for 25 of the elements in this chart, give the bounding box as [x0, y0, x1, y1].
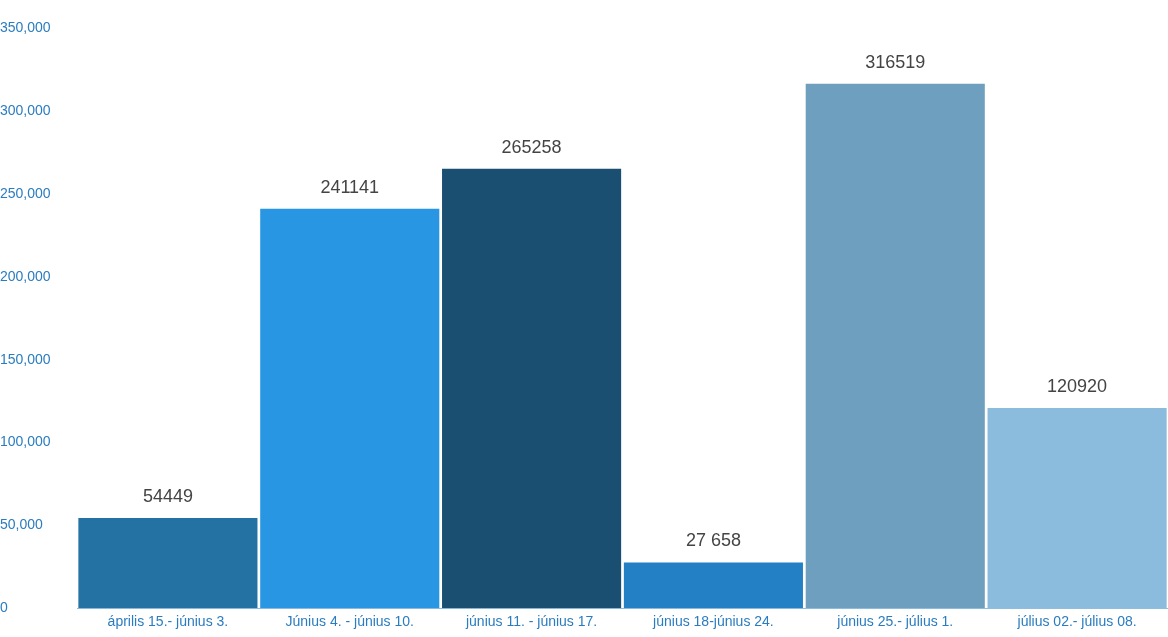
- data-label: 120920: [1047, 375, 1108, 396]
- y-tick-label: 0: [0, 599, 8, 616]
- x-tick-label: június 18-június 24.: [652, 613, 774, 630]
- y-tick-label: 150,000: [0, 350, 51, 367]
- x-tick-label: Június 4. - június 10.: [285, 613, 414, 630]
- bar: [805, 83, 985, 609]
- data-label: 316519: [865, 51, 926, 72]
- x-tick-label: április 15.- június 3.: [107, 613, 229, 630]
- data-label: 241141: [320, 176, 380, 197]
- bar: [623, 562, 803, 609]
- bar: [260, 208, 440, 609]
- data-label: 265258: [501, 136, 562, 157]
- y-tick-label: 50,000: [0, 516, 44, 533]
- x-tick-label: június 25.- július 1.: [836, 613, 954, 630]
- y-tick-label: 100,000: [0, 433, 51, 450]
- bar: [442, 168, 622, 609]
- y-tick-label: 350,000: [0, 19, 51, 36]
- bar: [78, 518, 258, 609]
- data-label: 27 658: [685, 530, 741, 551]
- y-tick-label: 300,000: [0, 102, 51, 119]
- x-tick-label: június 11. - június 17.: [464, 613, 598, 630]
- data-label: 54449: [142, 485, 193, 506]
- x-tick-label: július 02.- július 08.: [1016, 613, 1137, 630]
- y-tick-label: 200,000: [0, 267, 51, 284]
- y-tick-label: 250,000: [0, 184, 51, 201]
